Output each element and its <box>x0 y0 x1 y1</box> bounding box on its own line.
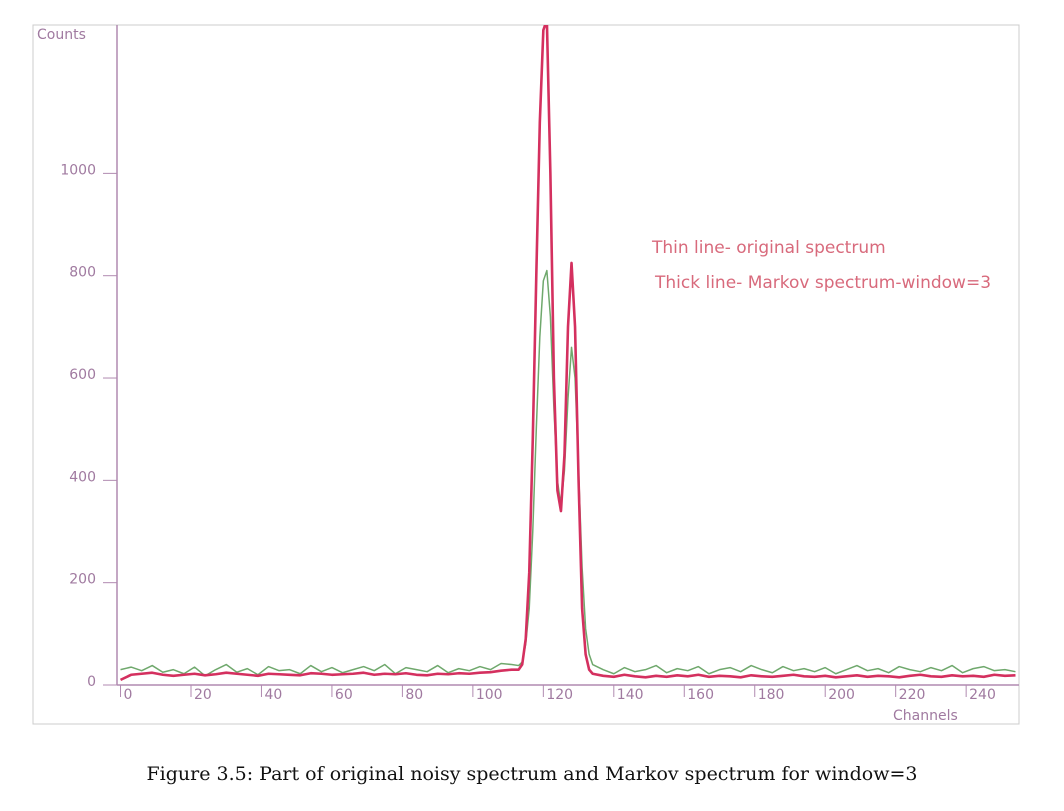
annotation: Thin line- original spectrum <box>651 238 886 258</box>
frame <box>32 24 1020 725</box>
x-tick-label: 240 <box>969 687 996 703</box>
x-tick-label: 20 <box>194 687 212 703</box>
annotation: Thick line- Markov spectrum-window=3 <box>654 273 991 293</box>
x-tick-label: 200 <box>828 687 855 703</box>
x-axis-label: Channels <box>893 708 958 724</box>
series-line <box>119 25 1016 682</box>
y-tick-label: 800 <box>69 265 96 281</box>
series-line <box>120 269 1016 677</box>
x-tick-label: 120 <box>546 687 573 703</box>
x-tick-label: 160 <box>687 687 714 703</box>
x-tick-label: 40 <box>264 687 282 703</box>
y-axis-label: Counts <box>37 27 86 43</box>
x-tick-label: 220 <box>899 687 926 703</box>
caption: Figure 3.5: Part of original noisy spect… <box>146 763 917 785</box>
x-tick-label: 0 <box>124 687 133 703</box>
x-tick-label: 180 <box>758 687 785 703</box>
x-tick-label: 100 <box>476 687 503 703</box>
x-tick-label: 140 <box>617 687 644 703</box>
y-tick-label: 1000 <box>60 162 96 178</box>
y-tick-label: 200 <box>69 572 96 588</box>
y-tick-label: 400 <box>69 469 96 485</box>
y-tick-label: 600 <box>69 367 96 383</box>
x-tick-label: 80 <box>405 687 423 703</box>
y-tick-label: 0 <box>87 674 96 690</box>
x-tick-label: 60 <box>335 687 353 703</box>
